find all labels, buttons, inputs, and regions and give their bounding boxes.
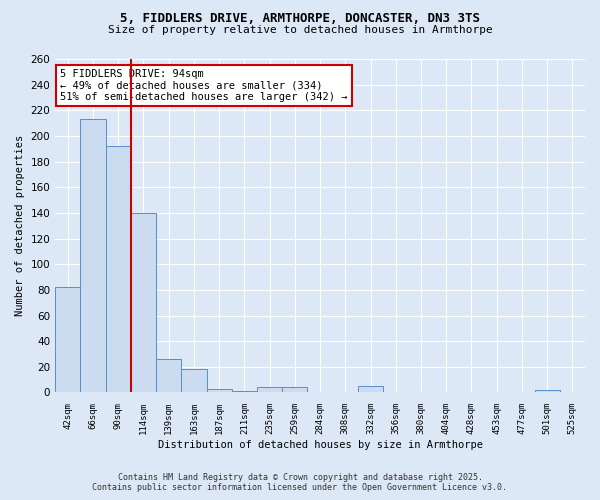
Bar — [535, 390, 560, 392]
Text: Size of property relative to detached houses in Armthorpe: Size of property relative to detached ho… — [107, 25, 493, 35]
Bar — [131, 213, 156, 392]
Text: Contains HM Land Registry data © Crown copyright and database right 2025.
Contai: Contains HM Land Registry data © Crown c… — [92, 473, 508, 492]
Bar — [156, 359, 181, 392]
Bar — [358, 386, 383, 392]
Text: 5, FIDDLERS DRIVE, ARMTHORPE, DONCASTER, DN3 3TS: 5, FIDDLERS DRIVE, ARMTHORPE, DONCASTER,… — [120, 12, 480, 26]
Bar — [282, 388, 307, 392]
Bar — [181, 370, 206, 392]
Bar — [55, 288, 80, 393]
Bar — [106, 146, 131, 392]
Bar — [80, 120, 106, 392]
X-axis label: Distribution of detached houses by size in Armthorpe: Distribution of detached houses by size … — [158, 440, 482, 450]
Y-axis label: Number of detached properties: Number of detached properties — [15, 135, 25, 316]
Bar — [232, 391, 257, 392]
Bar — [257, 388, 282, 392]
Text: 5 FIDDLERS DRIVE: 94sqm
← 49% of detached houses are smaller (334)
51% of semi-d: 5 FIDDLERS DRIVE: 94sqm ← 49% of detache… — [61, 69, 348, 102]
Bar — [206, 388, 232, 392]
